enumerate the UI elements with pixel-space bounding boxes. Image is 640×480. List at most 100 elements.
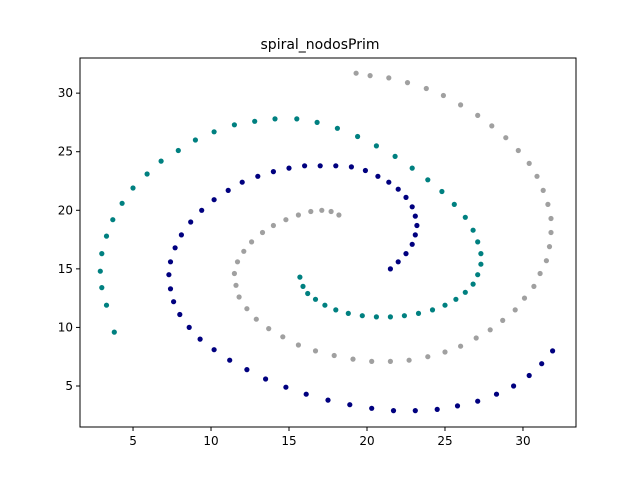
- series-3-point: [253, 316, 259, 322]
- series-2-point: [231, 122, 237, 128]
- series-3-point: [546, 244, 553, 250]
- series-2-point: [312, 296, 319, 302]
- series-1-point: [375, 173, 381, 179]
- series-2-point: [470, 281, 476, 287]
- series-3-point: [548, 229, 554, 236]
- series-3-point: [406, 357, 412, 363]
- y-tick-label: 5: [65, 379, 73, 393]
- series-2-point: [355, 133, 361, 140]
- series-2-point: [99, 251, 105, 257]
- series-1-point: [412, 232, 418, 238]
- series-2-point: [300, 283, 306, 289]
- series-3-point: [543, 258, 550, 264]
- series-3-point: [425, 354, 431, 360]
- series-1-point: [412, 213, 418, 219]
- series-1-point: [475, 398, 481, 404]
- series-1-point: [211, 347, 217, 353]
- y-tick-label: 30: [58, 86, 73, 100]
- series-3-point: [548, 215, 554, 222]
- points-layer: [97, 70, 556, 414]
- series-2-point: [453, 296, 459, 302]
- series-3-point: [331, 352, 337, 359]
- series-1-point: [270, 169, 276, 175]
- series-1-point: [539, 361, 545, 367]
- series-3-point: [336, 212, 342, 218]
- series-2-point: [158, 158, 164, 164]
- series-3-point: [515, 147, 521, 154]
- x-tick-label: 15: [281, 434, 296, 448]
- series-2-point: [294, 116, 300, 122]
- series-1-point: [454, 403, 461, 409]
- plot-frame: [79, 57, 577, 428]
- series-2-point: [475, 239, 481, 245]
- series-1-point: [244, 367, 250, 373]
- series-3-point: [512, 307, 518, 313]
- series-2-point: [314, 119, 320, 125]
- series-1-point: [302, 163, 308, 169]
- series-3-point: [312, 348, 319, 354]
- series-1-point: [386, 179, 392, 185]
- series-2-point: [470, 227, 476, 233]
- y-tick-label: 25: [58, 145, 73, 159]
- series-3-point: [295, 212, 301, 218]
- series-1-point: [348, 164, 354, 170]
- series-3-point: [473, 335, 479, 341]
- series-1-point: [390, 408, 397, 414]
- series-3-point: [540, 187, 546, 193]
- y-tick-label: 20: [58, 203, 73, 217]
- series-3-point: [295, 342, 301, 348]
- series-3-point: [404, 80, 411, 86]
- series-3-point: [270, 222, 276, 229]
- series-1-point: [333, 163, 339, 169]
- series-1-point: [550, 348, 556, 354]
- series-3-point: [387, 358, 393, 364]
- y-tick-label: 15: [58, 262, 73, 276]
- series-2-point: [110, 217, 116, 223]
- series-2-point: [409, 165, 415, 171]
- series-2-point: [425, 177, 431, 183]
- series-1-point: [225, 187, 231, 193]
- series-3-point: [489, 123, 495, 129]
- series-1-point: [283, 384, 289, 390]
- series-1-point: [239, 179, 245, 185]
- series-3-point: [244, 306, 250, 312]
- x-tick-label: 25: [437, 434, 452, 448]
- series-2-point: [451, 201, 457, 207]
- series-2-point: [144, 171, 150, 177]
- x-tick-label: 5: [129, 434, 137, 448]
- series-3-point: [386, 75, 392, 81]
- series-2-point: [387, 314, 393, 320]
- series-3-point: [280, 334, 286, 340]
- series-2-point: [478, 251, 484, 257]
- series-3-point: [534, 173, 540, 179]
- series-1-point: [409, 204, 415, 210]
- series-3-point: [475, 112, 481, 118]
- series-1-point: [325, 397, 331, 403]
- series-3-point: [266, 326, 272, 332]
- chart-title: spiral_nodosPrim: [261, 37, 380, 53]
- series-1-point: [412, 408, 418, 414]
- series-1-point: [347, 402, 353, 408]
- series-3-point: [442, 349, 448, 355]
- series-3-point: [503, 135, 509, 141]
- series-2-point: [111, 329, 117, 335]
- series-1-point: [177, 311, 183, 318]
- series-3-point: [458, 343, 464, 349]
- series-1-point: [263, 376, 269, 382]
- series-2-point: [297, 274, 303, 280]
- x-axis: 5 10 15 20 25 30: [129, 427, 531, 448]
- series-1-point: [211, 197, 217, 203]
- series-1-point: [178, 232, 184, 238]
- series-2-point: [462, 289, 468, 295]
- series-1-point: [227, 357, 233, 363]
- series-3-point: [500, 317, 506, 323]
- series-2-point: [252, 118, 258, 124]
- series-1-point: [362, 167, 368, 174]
- series-1-point: [403, 194, 409, 200]
- series-2-point: [322, 302, 328, 308]
- series-1-point: [409, 241, 415, 247]
- series-1-point: [303, 391, 309, 397]
- series-1-point: [186, 324, 192, 330]
- series-3-point: [531, 283, 537, 289]
